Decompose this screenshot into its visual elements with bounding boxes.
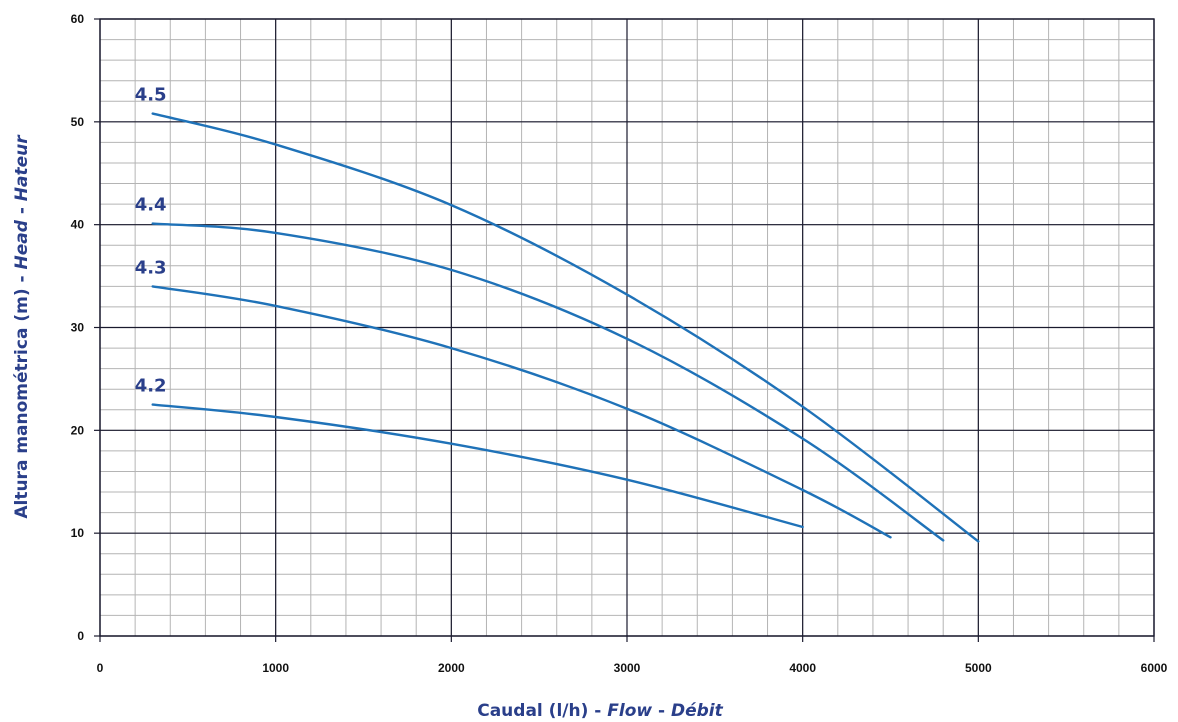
y-tick-label: 50 <box>71 115 85 129</box>
series-labels: 4.5 4.4 4.3 4.2 <box>135 85 167 397</box>
x-tick-label: 6000 <box>1141 661 1168 675</box>
grid-major <box>94 18 1155 642</box>
series-label-4-5: 4.5 <box>135 85 167 106</box>
x-tick-label: 5000 <box>965 661 992 675</box>
series-label-4-2: 4.2 <box>135 376 167 397</box>
y-tick-labels: 0 10 20 30 40 50 60 <box>71 12 85 643</box>
x-axis-title: Caudal (l/h) - Flow - Débit <box>477 701 723 721</box>
x-tick-label: 4000 <box>789 661 816 675</box>
series-line-4-3 <box>151 285 892 539</box>
x-tick-label: 1000 <box>262 661 289 675</box>
x-tick-label: 2000 <box>438 661 465 675</box>
series-label-4-4: 4.4 <box>135 195 167 216</box>
y-tick-label: 10 <box>71 526 85 540</box>
y-axis-title: Altura manométrica (m) - Head - Hateur <box>12 134 32 519</box>
series-lines <box>151 112 980 543</box>
series-line-4-5 <box>151 112 980 543</box>
y-tick-label: 30 <box>71 321 85 335</box>
y-tick-label: 60 <box>71 12 85 26</box>
x-tick-label: 3000 <box>614 661 641 675</box>
x-tick-label: 0 <box>97 661 104 675</box>
y-tick-label: 20 <box>71 423 85 437</box>
series-line-4-2 <box>151 403 804 529</box>
series-line-4-4 <box>151 222 945 542</box>
y-tick-label: 0 <box>77 629 84 643</box>
y-tick-label: 40 <box>71 218 85 232</box>
series-label-4-3: 4.3 <box>135 257 167 278</box>
x-tick-labels: 0 1000 2000 3000 4000 5000 6000 <box>97 661 1168 675</box>
